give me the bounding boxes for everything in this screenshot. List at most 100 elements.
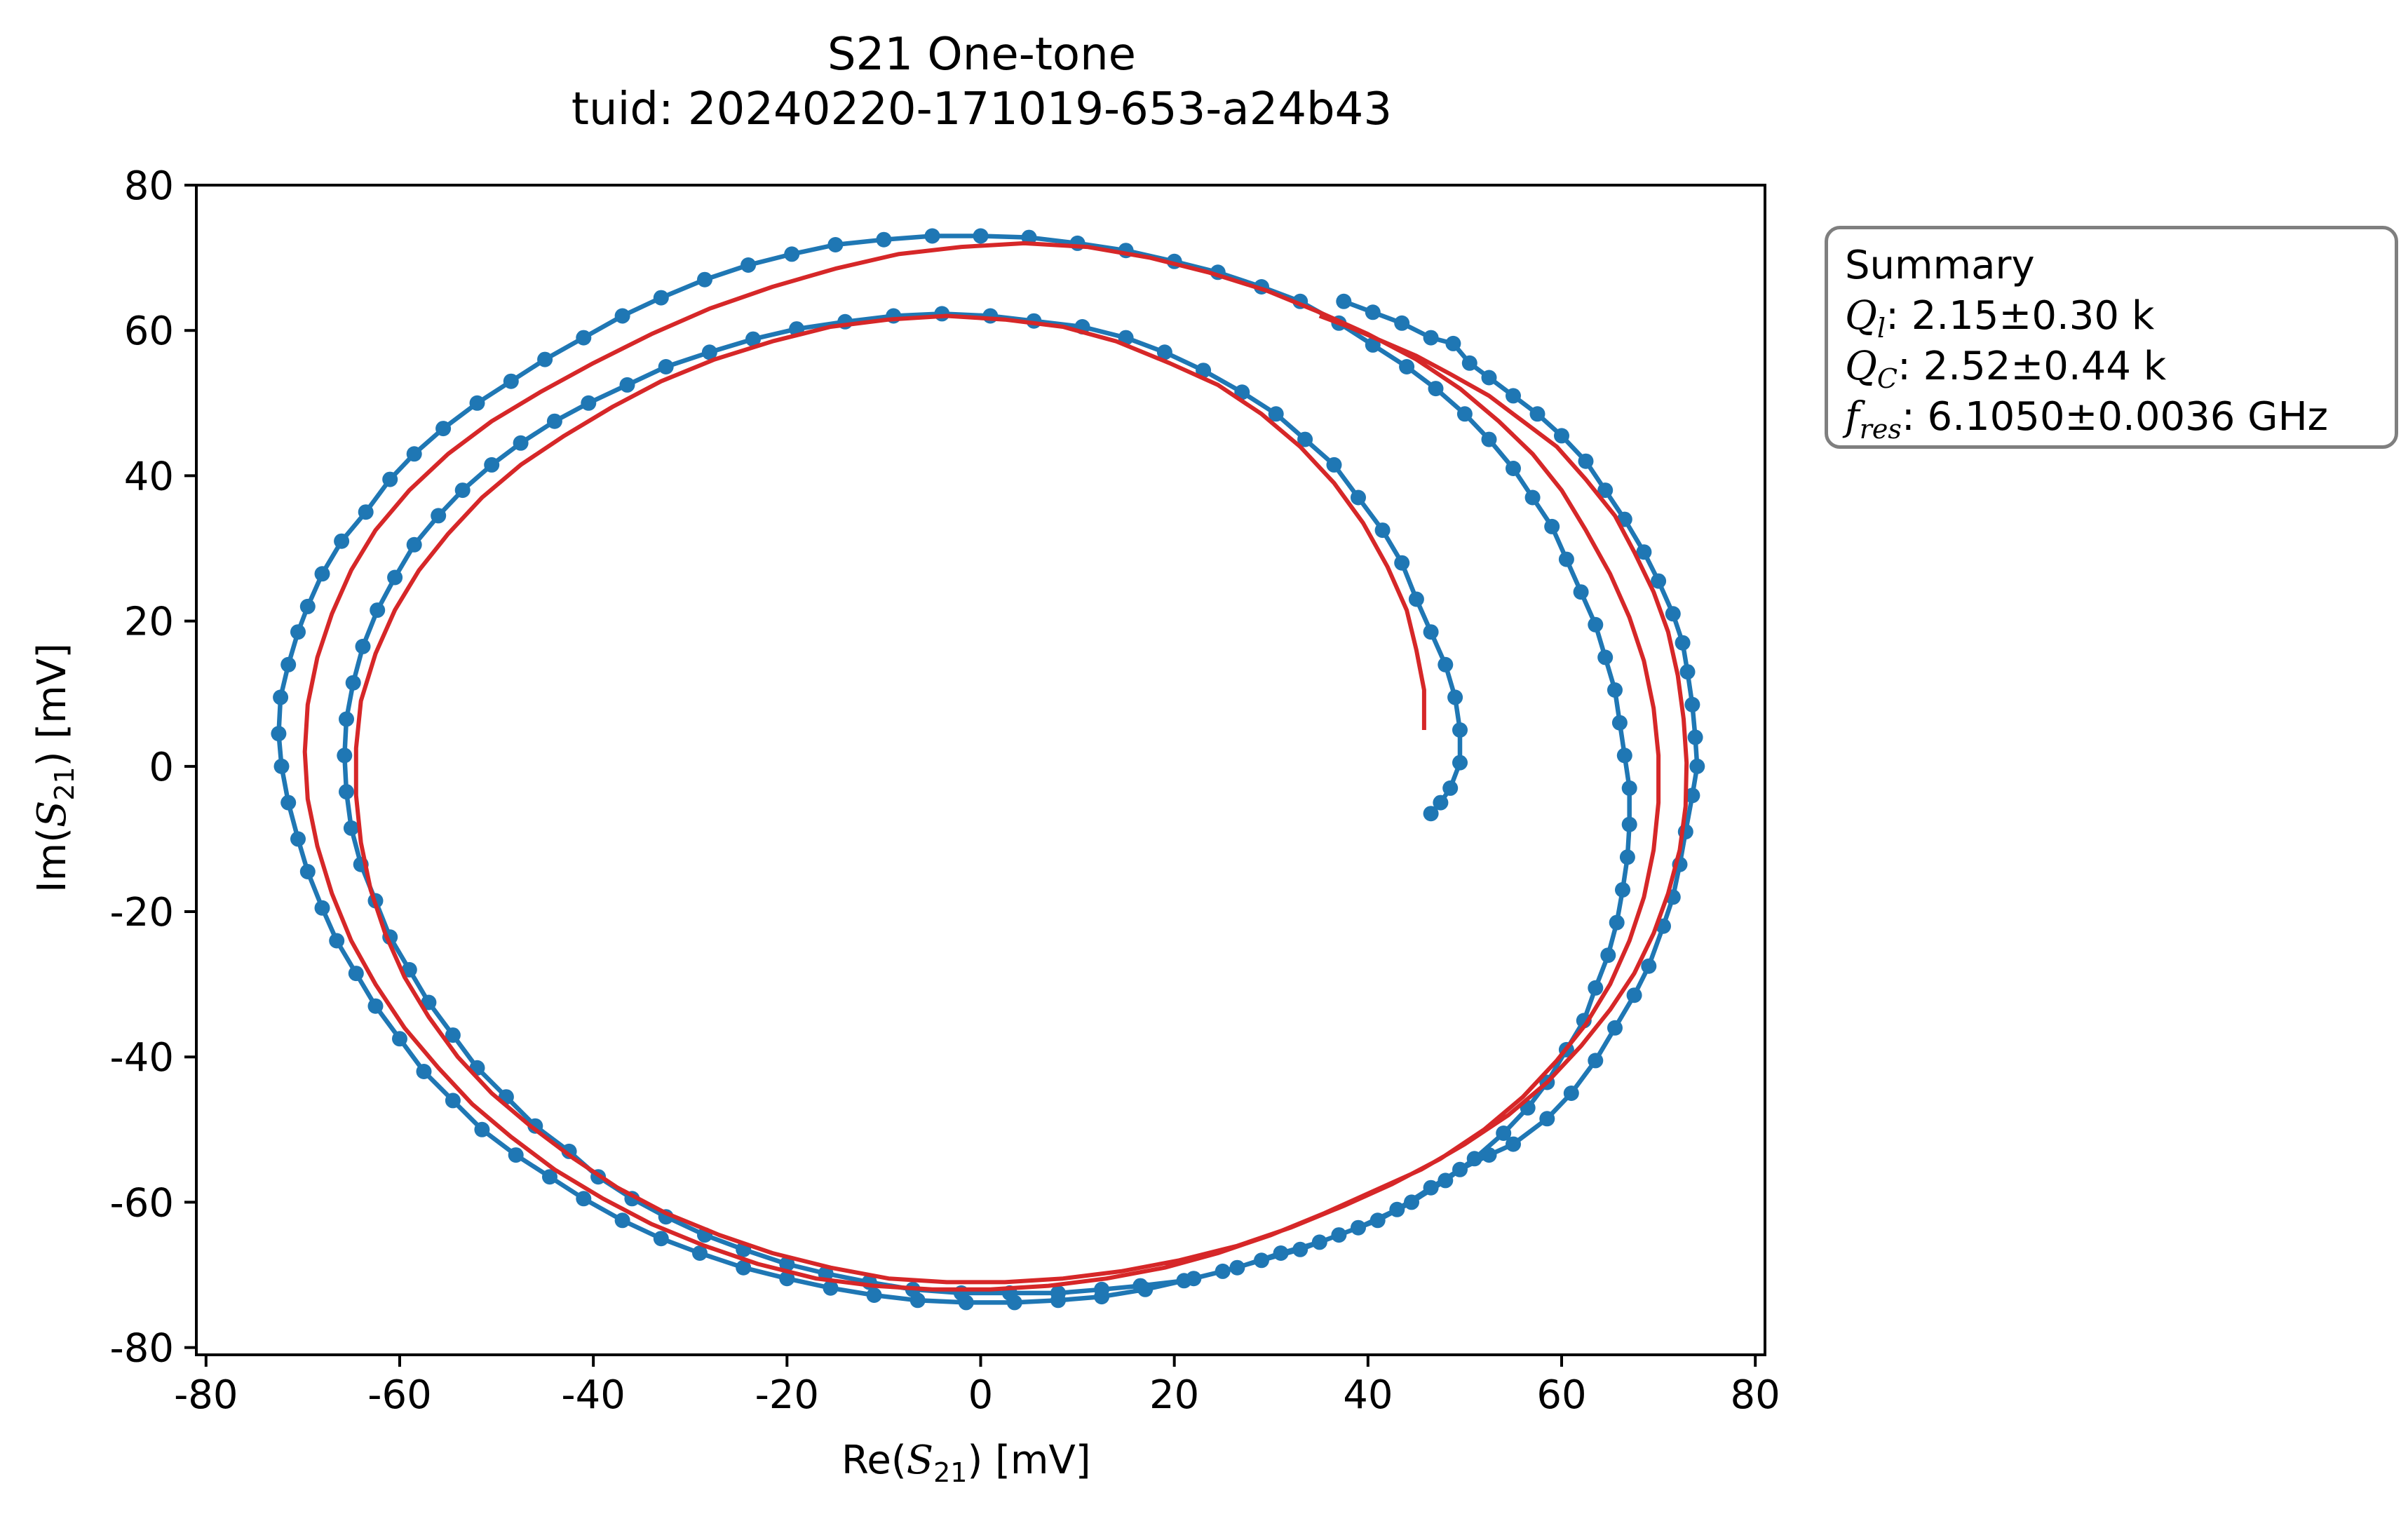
plot-area <box>195 184 1766 1356</box>
data-point <box>334 533 350 549</box>
data-point <box>348 966 364 982</box>
data-point <box>1176 1273 1192 1289</box>
data-point <box>406 446 422 462</box>
data-point <box>1558 551 1574 567</box>
data-point <box>1481 431 1497 447</box>
data-point <box>370 602 386 619</box>
data-point <box>576 1191 592 1207</box>
data-point <box>653 1231 669 1247</box>
data-point <box>314 566 330 582</box>
data-point <box>1597 482 1614 499</box>
data-point <box>1132 1278 1149 1294</box>
data-point <box>527 1118 543 1134</box>
data-point <box>1351 489 1366 506</box>
x-tick-label: -80 <box>174 1372 238 1418</box>
axes-frame <box>195 184 1766 1356</box>
x-tick-label: 60 <box>1536 1372 1586 1418</box>
data-point <box>337 748 353 764</box>
series-fit <box>302 241 1689 1292</box>
data-point <box>1456 406 1473 422</box>
data-point <box>1588 1053 1604 1069</box>
data-point <box>1675 635 1691 651</box>
data-point <box>406 536 422 553</box>
data-point <box>503 373 519 389</box>
data-point <box>1428 381 1444 397</box>
data-point <box>1365 304 1381 320</box>
chart-subtitle: tuid: 20240220-171019-653-a24b43 <box>571 83 1393 135</box>
data-point <box>1621 816 1637 832</box>
data-point <box>508 1147 524 1163</box>
x-tick-label: 80 <box>1731 1372 1780 1418</box>
data-point <box>1447 689 1463 705</box>
data-point <box>1229 1259 1245 1276</box>
data-point <box>1626 987 1642 1003</box>
data-point <box>1433 795 1449 811</box>
data-point <box>1351 1219 1366 1236</box>
data-point <box>619 377 635 393</box>
summary-row-fres: fres: 6.1050±0.0036 GHz <box>1845 394 2329 445</box>
data-point <box>1588 616 1604 633</box>
y-axis-label: Im(S21) [mV] <box>29 643 81 893</box>
data-point <box>1544 518 1560 534</box>
data-point <box>1554 428 1569 444</box>
data-point <box>1651 573 1667 589</box>
data-point <box>1399 359 1415 374</box>
data-point <box>1050 1285 1066 1301</box>
data-point <box>1268 406 1284 422</box>
data-point <box>314 900 330 916</box>
y-axis-ticks: -80 -60 -40 -20 0 20 40 60 80 <box>110 163 196 1372</box>
data-point <box>382 471 398 487</box>
data-point <box>1196 363 1212 379</box>
data-point <box>1311 1234 1327 1250</box>
data-point <box>1607 682 1623 698</box>
data-point <box>1438 656 1454 672</box>
x-tick-label: -60 <box>367 1372 431 1418</box>
data-point <box>1326 457 1342 473</box>
data-point <box>653 290 669 306</box>
data-point <box>1684 788 1700 804</box>
data-point <box>1461 355 1477 371</box>
summary-legend-box: Summary Ql: 2.15±0.30 k QC: 2.52±0.44 k … <box>1825 226 2398 449</box>
data-point <box>435 421 452 437</box>
data-point <box>1408 591 1424 607</box>
data-point <box>1619 849 1635 865</box>
data-point <box>614 308 630 324</box>
data-point <box>280 656 297 672</box>
data-point <box>1481 370 1497 386</box>
data-point <box>1423 624 1439 640</box>
data-point <box>658 359 674 374</box>
data-point <box>1597 649 1614 665</box>
y-tick-label: 0 <box>149 745 174 790</box>
data-point <box>1588 980 1604 996</box>
data-point <box>1506 388 1521 404</box>
data-point <box>1684 696 1700 712</box>
data-point <box>474 1121 490 1137</box>
data-point <box>1156 344 1172 360</box>
data-point <box>1394 555 1410 571</box>
data-point <box>1616 748 1632 764</box>
x-tick-label: 0 <box>968 1372 994 1418</box>
data-point <box>513 435 529 451</box>
data-point <box>1273 1245 1289 1261</box>
data-point <box>1641 958 1657 974</box>
data-point <box>469 395 485 411</box>
data-point <box>290 831 306 847</box>
data-point <box>827 237 844 252</box>
data-point <box>401 961 417 978</box>
data-point <box>299 864 316 879</box>
chart-title: S21 One-tone <box>827 29 1136 81</box>
data-point <box>1636 544 1652 560</box>
y-tick-label: 80 <box>124 163 174 209</box>
data-point <box>1665 606 1681 622</box>
data-point <box>421 994 437 1011</box>
data-point <box>876 231 892 248</box>
data-point <box>866 1287 882 1303</box>
data-point <box>692 1245 708 1261</box>
data-point <box>280 795 297 811</box>
data-point <box>1442 780 1459 796</box>
data-point <box>1292 1241 1308 1257</box>
data-point <box>614 1212 630 1229</box>
data-point <box>1374 522 1391 539</box>
y-tick-label: 60 <box>124 309 174 354</box>
